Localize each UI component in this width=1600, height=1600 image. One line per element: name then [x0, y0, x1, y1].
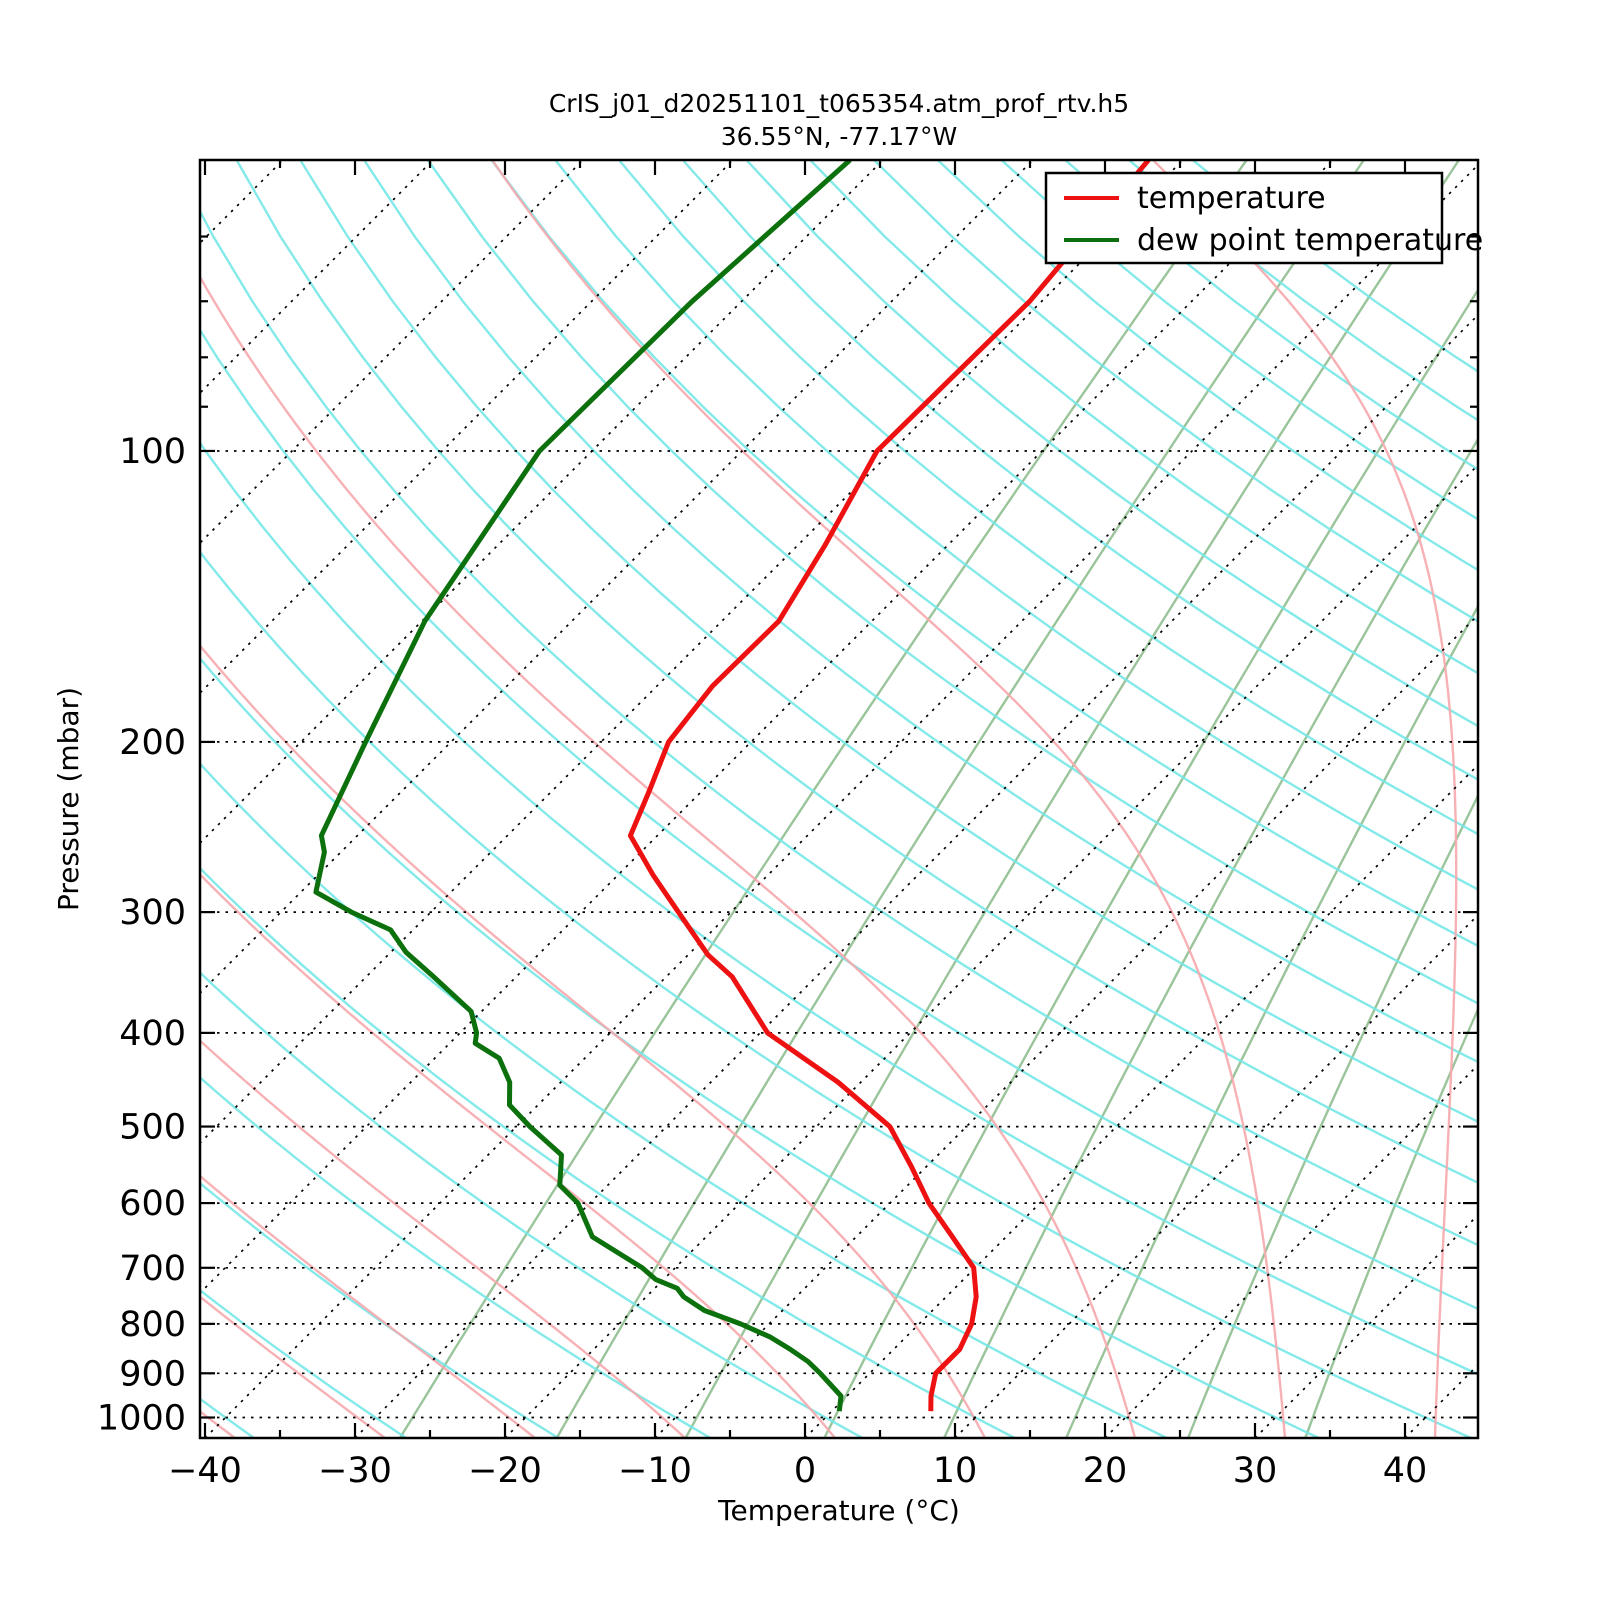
dry-adiabats: [200, 160, 1478, 1438]
dry-adiabat: [235, 160, 1478, 1185]
y-tick-label: 800: [119, 1305, 186, 1345]
moist-adiabat: [200, 274, 1137, 1438]
isotherms-isobars: [200, 160, 1478, 1438]
y-axis-label: Pressure (mbar): [52, 687, 85, 911]
dry-adiabat: [618, 160, 1478, 836]
dry-adiabat: [681, 160, 1478, 781]
isotherm-line: [200, 160, 734, 695]
legend-temperature-label: temperature: [1137, 181, 1326, 216]
dry-adiabat: [200, 762, 1168, 1438]
moist-adiabat: [200, 1039, 686, 1438]
isotherm-line: [200, 160, 584, 545]
y-tick-label: 400: [119, 1014, 186, 1054]
dry-adiabat: [200, 327, 1478, 1311]
dry-adiabat: [1000, 160, 1478, 521]
dry-adiabat: [200, 1181, 559, 1438]
dry-adiabat: [1191, 160, 1478, 373]
isotherm-line: [200, 160, 1334, 1295]
dry-adiabat: [200, 208, 1478, 1247]
dry-adiabat: [200, 1397, 255, 1438]
mixing-ratio-line: [1186, 793, 1478, 1438]
y-tick-label: 700: [119, 1249, 186, 1289]
legend-box: [1044, 171, 1444, 265]
x-tick-label: 20: [1083, 1451, 1128, 1491]
mixing-ratio-lines: [398, 160, 1478, 1438]
x-tick-label: −20: [468, 1451, 542, 1491]
axis-ticks: [200, 160, 1478, 1438]
x-tick-labels: −40 −30 −20 −10 0 10 20 30 40: [168, 1451, 1427, 1491]
isotherm-line: [200, 160, 1034, 995]
x-tick-label: 10: [933, 1451, 978, 1491]
moist-adiabat: [491, 160, 1287, 1438]
isotherm-line: [654, 613, 1478, 1438]
mixing-ratio-line: [943, 436, 1478, 1438]
y-tick-label: 200: [119, 723, 186, 763]
y-tick-label: 1000: [97, 1399, 186, 1439]
y-tick-labels: 100 200 300 400 500 600 700 800 900 1000: [97, 432, 186, 1439]
dry-adiabat: [200, 549, 1472, 1438]
dry-adiabat: [200, 866, 1016, 1438]
mixing-ratio-line: [555, 160, 1365, 1438]
y-tick-label: 900: [119, 1354, 186, 1394]
dry-adiabat: [1128, 160, 1478, 422]
dry-adiabat: [200, 1288, 407, 1438]
y-tick-label: 100: [119, 432, 186, 472]
isotherm-line: [200, 160, 284, 245]
moist-adiabat: [200, 1295, 386, 1438]
dry-adiabat: [363, 160, 1478, 1064]
chart-subtitle: 36.55°N, -77.17°W: [721, 122, 957, 151]
x-tick-label: −40: [168, 1451, 242, 1491]
isotherm-line: [204, 163, 1478, 1438]
x-axis-label: Temperature (°C): [717, 1494, 960, 1527]
dry-adiabat: [554, 160, 1478, 891]
dry-adiabat: [200, 970, 864, 1438]
profile-curves: [313, 160, 1151, 1412]
chart-title: CrIS_j01_d20251101_t065354.atm_prof_rtv.…: [549, 89, 1129, 118]
dry-adiabat: [200, 656, 1320, 1438]
dewpoint-curve: [313, 160, 852, 1412]
mixing-ratio-line: [823, 287, 1478, 1438]
moist-adiabat: [200, 872, 836, 1438]
isotherm-line: [1404, 1363, 1478, 1438]
x-tick-label: 40: [1383, 1451, 1428, 1491]
isotherm-line: [1254, 1213, 1478, 1438]
legend-dewpoint-label: dew point temperature: [1137, 223, 1483, 258]
moist-adiabat: [200, 643, 987, 1438]
isotherm-line: [200, 160, 884, 845]
dry-adiabat: [809, 160, 1478, 675]
y-tick-label: 500: [119, 1108, 186, 1148]
isotherm-line: [200, 160, 434, 395]
dry-adiabat: [745, 160, 1478, 728]
dry-adiabat: [490, 160, 1478, 948]
x-tick-label: 30: [1233, 1451, 1278, 1491]
moist-adiabats: [200, 160, 1458, 1438]
moist-adiabat: [1152, 160, 1458, 1438]
x-tick-label: −30: [318, 1451, 392, 1491]
x-tick-label: 0: [794, 1451, 816, 1491]
isotherm-line: [200, 160, 1184, 1145]
dry-adiabat: [200, 1075, 712, 1438]
dry-adiabat: [299, 160, 1478, 1124]
legend: temperature dew point temperature: [1044, 171, 1483, 265]
isotherm-line: [354, 313, 1478, 1438]
y-tick-label: 300: [119, 893, 186, 933]
isotherm-line: [1104, 1063, 1478, 1438]
dry-adiabat: [200, 440, 1478, 1376]
moist-adiabat: [200, 1174, 536, 1438]
dry-adiabat: [873, 160, 1478, 623]
temperature-curve: [627, 160, 1151, 1412]
mixing-ratio-line: [684, 160, 1460, 1438]
plot-border: [198, 158, 1480, 1440]
y-tick-label: 600: [119, 1184, 186, 1224]
x-tick-label: −10: [618, 1451, 692, 1491]
mixing-ratio-line: [1304, 1006, 1478, 1438]
